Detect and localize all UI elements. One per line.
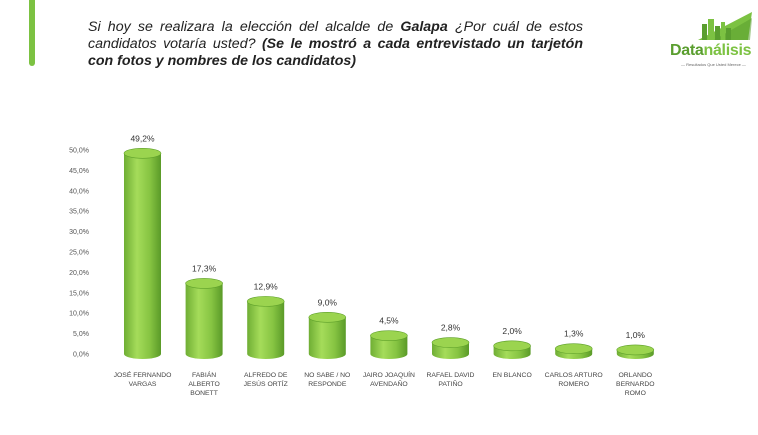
category-label: EN BLANCO bbox=[492, 372, 531, 379]
category-label-line: ORLANDO bbox=[618, 372, 652, 379]
category-label: RAFAEL DAVID PATIÑO bbox=[427, 372, 475, 388]
y-tick-label: 10,0% bbox=[69, 311, 89, 318]
logo-wordmark: Datanálisis bbox=[670, 42, 752, 60]
logo-text-part2: nálisis bbox=[703, 42, 752, 59]
category-labels: JOSÉ FERNANDO VARGAS FABIÁN ALBERTO BONETT AL… bbox=[114, 370, 655, 397]
bar-top bbox=[431, 337, 470, 348]
bar-top bbox=[246, 296, 285, 307]
bar bbox=[431, 337, 470, 359]
y-tick-label: 5,0% bbox=[73, 331, 89, 338]
bar bbox=[370, 330, 408, 359]
category-label-line: ALFREDO DE bbox=[244, 372, 288, 379]
category-label: ORLANDO BERNARDO ROMO bbox=[616, 372, 655, 397]
category-label-line: ROMERO bbox=[558, 381, 589, 388]
data-labels: 49,2% 17,3% 12,9% 9,0% 4,5% 2,8% 2,0% 1,3% 1,0% bbox=[130, 133, 645, 340]
question-note: (Se le mostró a cada entrevistado un tar… bbox=[88, 36, 583, 69]
category-label-line: BERNARDO bbox=[616, 381, 655, 388]
category-label-line: RESPONDE bbox=[308, 381, 347, 388]
bar-top bbox=[493, 340, 531, 352]
category-label-line: VARGAS bbox=[129, 381, 157, 388]
category-label-line: JAIRO JOAQUÍN bbox=[363, 370, 415, 379]
survey-question: Si hoy se realizara la elección del alca… bbox=[88, 19, 583, 70]
bar bbox=[616, 344, 655, 359]
y-tick-label: 30,0% bbox=[69, 229, 89, 236]
y-axis: 0,0% 5,0% 10,0% 15,0% 20,0% 25,0% 30,0% 35,0% 40… bbox=[69, 148, 89, 359]
question-text-end: ¿Por cuál de estos candidatos votaría us… bbox=[88, 19, 583, 52]
category-label-line: JOSÉ FERNANDO bbox=[114, 370, 172, 379]
y-tick-label: 25,0% bbox=[69, 250, 89, 257]
bar-body bbox=[247, 301, 285, 359]
bar-top bbox=[370, 330, 408, 341]
y-tick-label: 35,0% bbox=[69, 209, 89, 216]
bar-body bbox=[370, 335, 408, 359]
category-label: CARLOS ARTURO ROMERO bbox=[545, 372, 603, 388]
category-label-line: JESÚS ORTÍZ bbox=[244, 379, 288, 388]
bar bbox=[308, 311, 347, 359]
logo-tagline: — Resultados Que Usted Merece — bbox=[681, 62, 746, 67]
bar-top bbox=[308, 311, 347, 323]
data-label: 2,0% bbox=[502, 326, 522, 336]
bar-body bbox=[308, 317, 346, 359]
data-label: 1,3% bbox=[564, 329, 584, 339]
bar bbox=[123, 147, 162, 359]
category-label-line: BONETT bbox=[190, 390, 218, 397]
data-label: 49,2% bbox=[130, 133, 155, 143]
logo-text-part1: Data bbox=[670, 42, 704, 59]
data-label: 12,9% bbox=[254, 281, 279, 291]
bar-body bbox=[124, 153, 161, 359]
category-label-line: AVENDAÑO bbox=[370, 379, 408, 388]
bar-top bbox=[554, 343, 593, 354]
bar bbox=[554, 343, 593, 359]
y-tick-label: 20,0% bbox=[69, 270, 89, 277]
category-label-line: NO SABE / NO bbox=[304, 372, 350, 379]
category-label-line: EN BLANCO bbox=[492, 372, 531, 379]
category-label: NO SABE / NO RESPONDE bbox=[304, 372, 350, 388]
category-label-line: ROMO bbox=[625, 390, 646, 397]
question-text-start: Si hoy se realizara la elección del alca… bbox=[88, 19, 401, 35]
y-tick-label: 40,0% bbox=[69, 188, 89, 195]
y-tick-label: 45,0% bbox=[69, 168, 89, 175]
bar bbox=[185, 278, 223, 359]
category-label-line: RAFAEL DAVID bbox=[427, 372, 475, 379]
data-label: 4,5% bbox=[379, 316, 399, 326]
bar bbox=[493, 340, 531, 359]
accent-bar bbox=[29, 0, 35, 66]
y-tick-label: 50,0% bbox=[69, 148, 89, 155]
y-tick-label: 0,0% bbox=[73, 352, 89, 359]
data-label: 1,0% bbox=[626, 330, 646, 340]
category-label: ALFREDO DE JESÚS ORTÍZ bbox=[244, 372, 288, 388]
bar-body bbox=[185, 283, 223, 359]
bar-top bbox=[123, 147, 162, 159]
bar bbox=[246, 296, 285, 359]
data-label: 9,0% bbox=[318, 297, 338, 307]
bars bbox=[123, 147, 655, 359]
bar-top bbox=[185, 278, 223, 289]
category-label-line: CARLOS ARTURO bbox=[545, 372, 603, 379]
bar-top bbox=[616, 344, 655, 356]
category-label-line: ALBERTO bbox=[188, 381, 219, 388]
city-skyline-icon bbox=[698, 12, 752, 40]
category-label: JAIRO JOAQUÍN AVENDAÑO bbox=[363, 370, 415, 388]
data-label: 2,8% bbox=[441, 323, 461, 333]
data-label: 17,3% bbox=[192, 263, 217, 273]
category-label: JOSÉ FERNANDO VARGAS bbox=[114, 370, 172, 388]
y-tick-label: 15,0% bbox=[69, 290, 89, 297]
category-label-line: FABIÁN bbox=[192, 370, 216, 379]
category-label-line: PATIÑO bbox=[438, 379, 462, 388]
question-city: Galapa bbox=[400, 19, 448, 35]
category-label: FABIÁN ALBERTO BONETT bbox=[188, 370, 219, 397]
